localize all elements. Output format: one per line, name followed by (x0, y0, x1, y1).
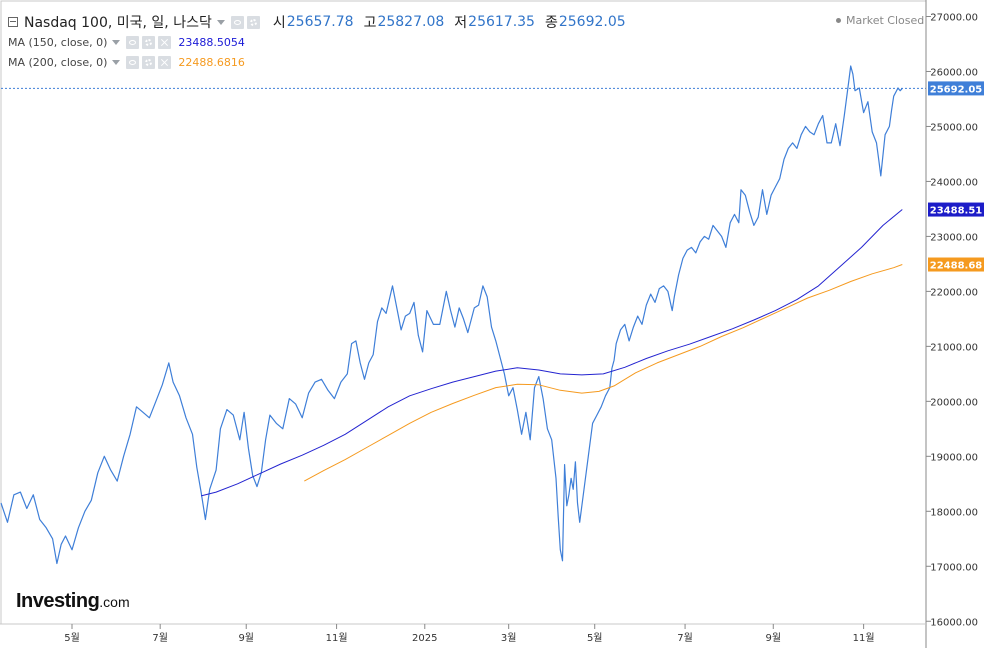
gear-icon[interactable] (142, 55, 156, 69)
y-tick-label: 25000.00 (930, 122, 978, 133)
last-price-badge-text: 25692.05 (930, 84, 983, 95)
symbol-title: Nasdaq 100, 미국, 일, 나스닥 (24, 15, 212, 31)
x-tick-label: 7월 (152, 632, 168, 644)
y-tick-label: 21000.00 (930, 342, 978, 353)
chevron-down-icon[interactable] (216, 19, 225, 25)
ma200-value: 22488.6816 (178, 55, 245, 69)
low-label: 저 (454, 15, 468, 31)
y-tick-label: 18000.00 (930, 507, 978, 518)
x-tick-label: 9월 (238, 632, 254, 644)
close-label: 종 (544, 15, 558, 31)
ma150-price-badge-text: 23488.51 (930, 206, 983, 217)
close-icon[interactable] (158, 35, 172, 49)
y-tick-label: 27000.00 (930, 12, 978, 23)
chevron-down-icon[interactable] (112, 39, 121, 45)
x-tick-label: 7월 (677, 632, 693, 644)
investing-logo: Investing .com (16, 590, 130, 613)
price-series-line[interactable] (0, 65, 903, 565)
ma150-row: MA (150, close, 0) 23488.5054 (8, 32, 626, 52)
logo-suffix-text: .com (99, 594, 130, 610)
x-tick-label: 9월 (765, 632, 781, 644)
x-tick-label: 11월 (853, 632, 875, 644)
logo-main-text: Investing (16, 590, 100, 612)
y-tick-label: 16000.00 (930, 617, 978, 628)
x-tick-label: 5월 (587, 632, 603, 644)
low-value: 25617.35 (468, 14, 535, 30)
ma200-price-badge (928, 257, 984, 272)
ma150-price-badge (928, 202, 984, 217)
last-price-badge (928, 81, 984, 96)
y-tick-label: 22000.00 (930, 287, 978, 298)
eye-icon[interactable] (126, 35, 140, 49)
gear-icon[interactable] (246, 15, 260, 29)
y-tick-label: 26000.00 (930, 67, 978, 78)
high-label: 고 (363, 15, 377, 31)
market-status-text: Market Closed (846, 14, 925, 27)
chevron-down-icon[interactable] (112, 59, 121, 65)
high-value: 25827.08 (377, 14, 445, 30)
open-value: 25657.78 (286, 14, 354, 30)
close-icon[interactable] (158, 55, 172, 69)
eye-icon[interactable] (230, 15, 244, 29)
x-tick-label: 11월 (326, 632, 348, 644)
x-tick-label: 5월 (64, 632, 80, 644)
x-tick-label: 2025 (412, 633, 437, 644)
ma150-label: MA (150, close, 0) (8, 35, 108, 49)
x-tick-label: 3월 (501, 632, 517, 644)
y-tick-label: 24000.00 (930, 177, 978, 188)
market-status: Market Closed (836, 14, 924, 27)
ma200-label: MA (200, close, 0) (8, 55, 108, 69)
y-tick-label: 19000.00 (930, 452, 978, 463)
y-tick-label: 20000.00 (930, 397, 978, 408)
eye-icon[interactable] (126, 55, 140, 69)
y-tick-label: 17000.00 (930, 562, 978, 573)
ma150-series-line[interactable] (200, 209, 903, 497)
symbol-row: Nasdaq 100, 미국, 일, 나스닥 시 25657.78 고 2582… (8, 12, 626, 32)
chart-legend: Nasdaq 100, 미국, 일, 나스닥 시 25657.78 고 2582… (8, 12, 626, 72)
ma200-price-badge-text: 22488.68 (930, 261, 983, 272)
y-tick-label: 23000.00 (930, 232, 978, 243)
gear-icon[interactable] (142, 35, 156, 49)
close-value: 25692.05 (558, 14, 626, 30)
collapse-icon[interactable] (8, 17, 18, 27)
ma200-series-line[interactable] (304, 264, 903, 482)
status-dot-icon (836, 18, 841, 23)
ma150-value: 23488.5054 (178, 35, 245, 49)
ma200-row: MA (200, close, 0) 22488.6816 (8, 52, 626, 72)
open-label: 시 (272, 15, 286, 31)
